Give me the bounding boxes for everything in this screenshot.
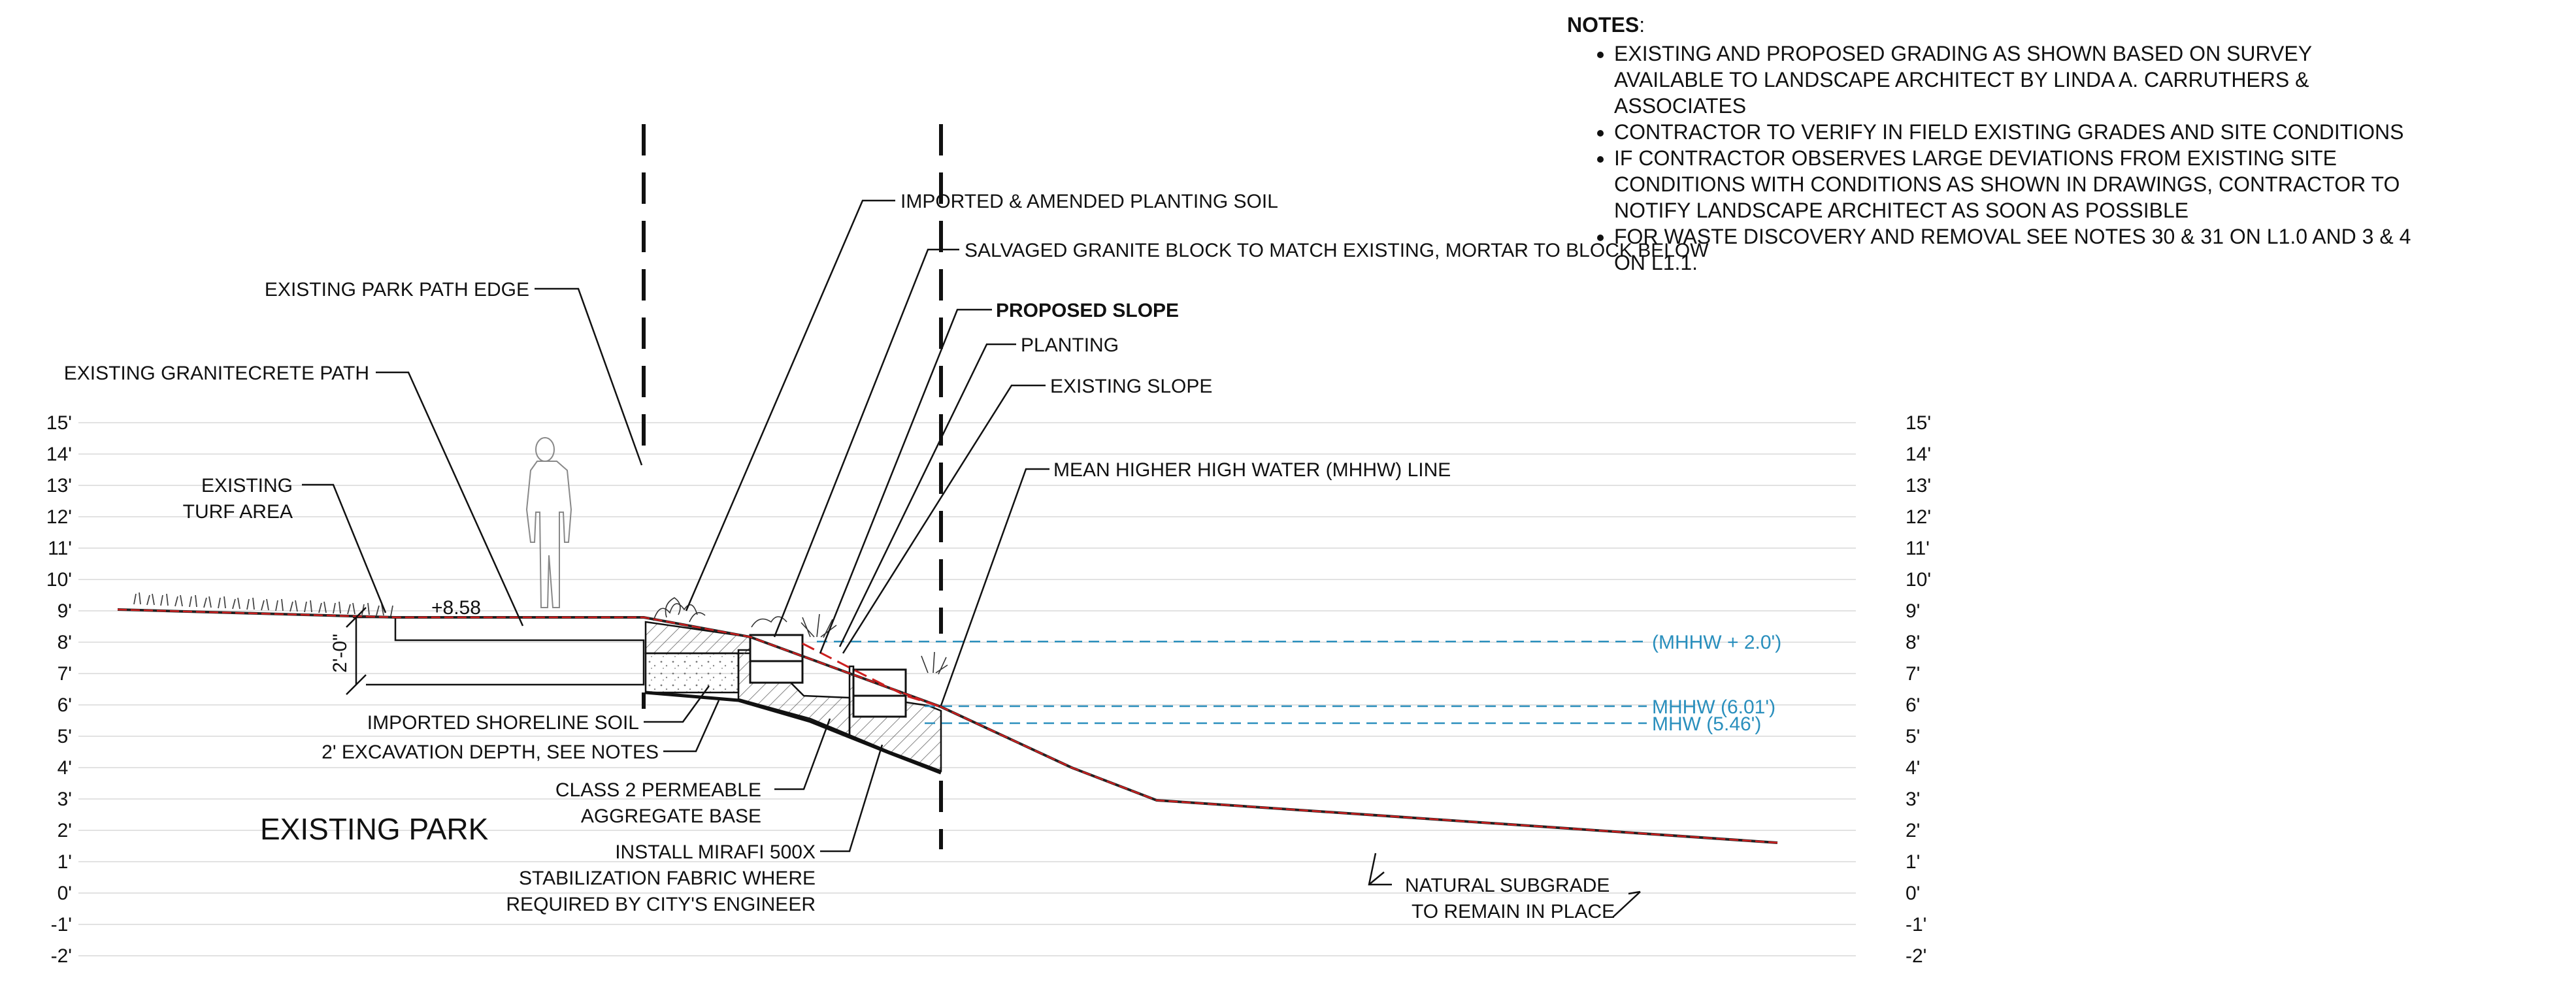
elevation-labels-left: 15' 14' 13' 12' 11' 10' 9' 8' 7' 6' 5' 4… <box>46 412 72 967</box>
elev-label-left: 6' <box>58 694 72 716</box>
elev-label-right: 4' <box>1906 757 1920 779</box>
water-label-mhw: MHW (5.46') <box>1652 713 1761 735</box>
elev-label-right: -2' <box>1906 945 1926 967</box>
callout-imported-planting-soil: IMPORTED & AMENDED PLANTING SOIL <box>900 191 1278 212</box>
callout-aggregate-base-2: AGGREGATE BASE <box>581 806 761 827</box>
scale-figure <box>525 437 572 608</box>
path-elevation-text: +8.58 <box>431 597 481 619</box>
elev-label-right: 15' <box>1906 412 1931 434</box>
elev-label-left: 1' <box>58 851 72 873</box>
existing-park-label: EXISTING PARK <box>260 812 489 846</box>
water-level-lines <box>817 640 1647 724</box>
planting-vegetation <box>653 597 948 675</box>
water-label-mhhw-plus: (MHHW + 2.0') <box>1652 632 1781 653</box>
elev-label-right: 5' <box>1906 726 1920 747</box>
callout-shoreline-soil: IMPORTED SHORELINE SOIL <box>367 712 639 734</box>
callout-mhhw-line: MEAN HIGHER HIGH WATER (MHHW) LINE <box>1053 459 1451 481</box>
elev-label-right: -1' <box>1906 914 1926 936</box>
callout-fabric-3: REQUIRED BY CITY'S ENGINEER <box>506 894 816 915</box>
callout-turf-area-2: TURF AREA <box>183 501 293 523</box>
callout-existing-slope: EXISTING SLOPE <box>1050 376 1212 397</box>
callout-granitecrete-path: EXISTING GRANITECRETE PATH <box>64 363 369 384</box>
elev-label-left: 9' <box>58 600 72 622</box>
elev-label-right: 6' <box>1906 694 1920 716</box>
elevation-grid <box>78 422 1856 956</box>
elev-label-left: 15' <box>46 412 72 434</box>
elev-label-left: 7' <box>58 663 72 685</box>
elev-label-right: 14' <box>1906 444 1931 465</box>
note-item: CONTRACTOR TO VERIFY IN FIELD EXISTING G… <box>1614 119 2417 145</box>
callout-subgrade-1: NATURAL SUBGRADE <box>1405 875 1610 896</box>
elevation-labels-right: 15' 14' 13' 12' 11' 10' 9' 8' 7' 6' 5' 4… <box>1906 412 1931 967</box>
callout-fabric-2: STABILIZATION FABRIC WHERE <box>519 868 816 889</box>
water-label-mhhw: MHHW (6.01') <box>1652 696 1775 718</box>
elev-label-right: 0' <box>1906 883 1920 904</box>
elev-label-left: 14' <box>46 444 72 465</box>
elev-label-right: 12' <box>1906 506 1931 528</box>
callout-planting: PLANTING <box>1021 334 1119 356</box>
dimension-text: 2'-0" <box>329 634 351 673</box>
elev-label-right: 9' <box>1906 600 1920 622</box>
elev-label-left: 3' <box>58 789 72 810</box>
elev-label-left: 11' <box>48 538 72 559</box>
notes-block: NOTES: EXISTING AND PROPOSED GRADING AS … <box>1567 12 2417 276</box>
proposed-slope-line <box>802 642 942 708</box>
callout-salvaged-granite-block: SALVAGED GRANITE BLOCK TO MATCH EXISTING… <box>965 240 1709 261</box>
elev-label-left: 4' <box>58 757 72 779</box>
callout-turf-area-1: EXISTING <box>201 475 293 496</box>
callout-proposed-slope: PROPOSED SLOPE <box>996 300 1179 321</box>
excavation-dimension: 2'-0" <box>329 607 367 695</box>
callout-excavation-depth: 2' EXCAVATION DEPTH, SEE NOTES <box>322 741 659 763</box>
notes-list: EXISTING AND PROPOSED GRADING AS SHOWN B… <box>1567 41 2417 276</box>
elev-label-right: 2' <box>1906 820 1920 841</box>
elev-label-left: 0' <box>58 883 72 904</box>
elev-label-left: 12' <box>46 506 72 528</box>
elev-label-right: 8' <box>1906 632 1920 653</box>
callout-subgrade-2: TO REMAIN IN PLACE <box>1412 901 1615 922</box>
elev-label-left: 8' <box>58 632 72 653</box>
shoreline-construction <box>644 621 942 775</box>
elev-label-right: 10' <box>1906 569 1931 591</box>
granite-block-upper-2 <box>749 660 804 684</box>
elev-label-right: 11' <box>1906 538 1930 559</box>
elev-label-right: 7' <box>1906 663 1920 685</box>
note-item: EXISTING AND PROPOSED GRADING AS SHOWN B… <box>1614 41 2417 119</box>
shoreline-soil-area <box>644 652 740 694</box>
leader-lines <box>302 199 1641 918</box>
granite-block-lower-2 <box>852 694 907 718</box>
excavation-bottom-edge <box>645 691 942 775</box>
elev-label-right: 3' <box>1906 789 1920 810</box>
elev-label-left: 10' <box>46 569 72 591</box>
existing-grade-line-red <box>117 608 1778 844</box>
elev-label-left: 13' <box>46 475 72 496</box>
path-excavation-outline <box>353 616 645 686</box>
elev-label-left: 2' <box>58 820 72 841</box>
elev-label-left: 5' <box>58 726 72 747</box>
elev-label-left: -2' <box>51 945 72 967</box>
note-item: IF CONTRACTOR OBSERVES LARGE DEVIATIONS … <box>1614 145 2417 223</box>
elev-label-right: 1' <box>1906 851 1920 873</box>
callout-park-path-edge: EXISTING PARK PATH EDGE <box>265 279 529 301</box>
note-item: FOR WASTE DISCOVERY AND REMOVAL SEE NOTE… <box>1614 223 2417 276</box>
notes-title: NOTES <box>1567 13 1640 37</box>
callout-aggregate-base-1: CLASS 2 PERMEABLE <box>555 779 761 801</box>
elev-label-right: 13' <box>1906 475 1931 496</box>
callout-fabric-1: INSTALL MIRAFI 500X <box>615 841 816 863</box>
elev-label-left: -1' <box>51 914 72 936</box>
